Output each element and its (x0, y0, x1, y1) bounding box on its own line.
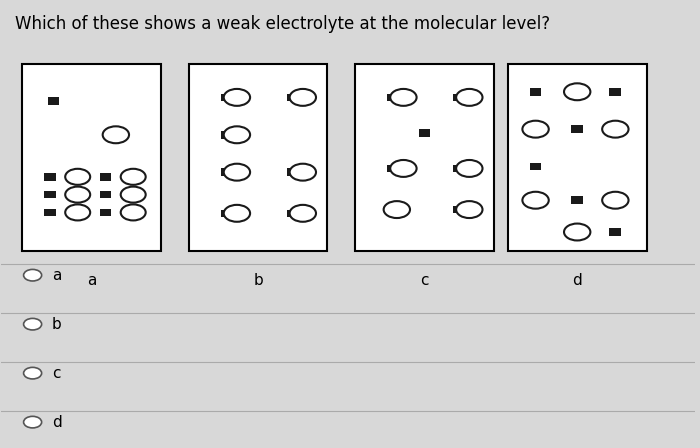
Bar (530, 163, 542, 170)
Circle shape (24, 269, 41, 281)
Circle shape (522, 121, 549, 138)
Circle shape (103, 126, 129, 143)
Circle shape (65, 169, 90, 185)
Circle shape (224, 126, 250, 143)
Bar (99, 191, 111, 198)
Circle shape (120, 204, 146, 220)
Bar (221, 168, 232, 176)
Circle shape (602, 192, 629, 209)
Text: c: c (420, 273, 429, 288)
Bar (454, 94, 465, 101)
Bar (99, 209, 111, 216)
Text: d: d (52, 414, 62, 430)
Bar (221, 131, 232, 138)
Circle shape (65, 187, 90, 202)
Bar (530, 88, 542, 95)
Circle shape (522, 192, 549, 209)
Bar (571, 125, 583, 133)
Bar (99, 173, 111, 181)
Circle shape (390, 160, 416, 177)
Bar (221, 94, 232, 101)
Circle shape (224, 89, 250, 106)
Circle shape (24, 367, 41, 379)
Bar (44, 173, 56, 181)
Circle shape (290, 89, 316, 106)
Bar (287, 94, 299, 101)
Text: b: b (253, 273, 263, 288)
Text: b: b (52, 317, 62, 332)
Circle shape (384, 201, 410, 218)
Circle shape (65, 204, 90, 220)
Bar (387, 94, 399, 101)
Circle shape (456, 160, 482, 177)
Circle shape (602, 121, 629, 138)
Text: d: d (573, 273, 582, 288)
Bar (44, 191, 56, 198)
FancyBboxPatch shape (22, 64, 161, 251)
Bar (610, 88, 622, 95)
Circle shape (224, 205, 250, 222)
Text: c: c (52, 366, 60, 381)
Circle shape (290, 164, 316, 181)
Circle shape (290, 205, 316, 222)
Circle shape (456, 201, 482, 218)
Circle shape (564, 83, 590, 100)
Bar (287, 168, 299, 176)
Circle shape (24, 319, 41, 330)
Circle shape (120, 187, 146, 202)
Bar (419, 129, 430, 137)
Bar (387, 165, 399, 172)
Circle shape (24, 416, 41, 428)
Circle shape (120, 169, 146, 185)
Bar (287, 210, 299, 217)
FancyBboxPatch shape (355, 64, 494, 251)
Circle shape (390, 89, 416, 106)
Bar (454, 206, 465, 213)
Circle shape (564, 224, 590, 241)
Bar (571, 196, 583, 204)
Bar (44, 209, 56, 216)
Text: a: a (52, 268, 62, 283)
Bar (48, 97, 60, 105)
Circle shape (456, 89, 482, 106)
Bar (454, 165, 465, 172)
FancyBboxPatch shape (189, 64, 328, 251)
Text: a: a (87, 273, 97, 288)
Circle shape (224, 164, 250, 181)
Text: Which of these shows a weak electrolyte at the molecular level?: Which of these shows a weak electrolyte … (15, 15, 550, 33)
Bar (221, 210, 232, 217)
FancyBboxPatch shape (508, 64, 647, 251)
Bar (610, 228, 622, 236)
